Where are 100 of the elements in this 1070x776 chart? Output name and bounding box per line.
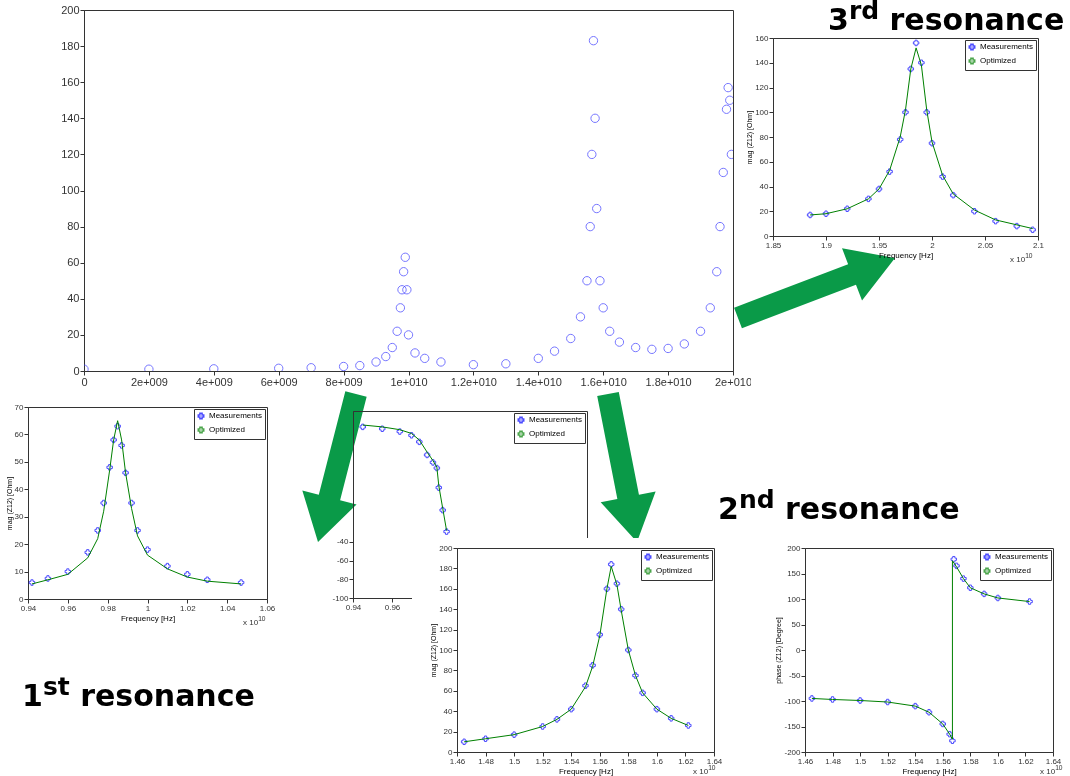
point (582, 276, 592, 286)
point (856, 697, 864, 704)
point (918, 59, 925, 66)
y-tick-label: -150 (784, 722, 802, 731)
point (928, 139, 936, 147)
y-tick-label: 40 (759, 182, 770, 191)
y-tick-label: 40 (443, 706, 454, 716)
point (705, 303, 715, 313)
y-tick-label: 120 (439, 625, 454, 635)
point (566, 333, 576, 344)
point (967, 584, 974, 592)
y-tick-label: 0 (796, 645, 802, 655)
point (439, 506, 446, 514)
point (590, 113, 600, 123)
y-tick-label: 100 (61, 184, 80, 196)
y-tick-label: 50 (791, 620, 802, 629)
x-axis-title: Frequency [Hz] (878, 250, 934, 260)
legend-label: Measurements (980, 42, 1033, 51)
x-tick-label: 2 (930, 240, 936, 250)
y-tick-label: 0 (73, 364, 80, 377)
y-tick-label: 40 (67, 292, 80, 305)
x-tick-label: 2e+009 (130, 375, 168, 388)
point (114, 422, 121, 430)
point (663, 343, 673, 354)
legend-label: Optimized (995, 566, 1032, 575)
point (94, 527, 101, 534)
point (416, 438, 423, 446)
x-tick-label: 1.52 (880, 756, 897, 766)
x-axis-title: Frequency [Hz] (120, 613, 176, 623)
y-tick-label: 0 (448, 747, 454, 757)
x-tick-label: 1.48 (825, 756, 842, 766)
point (949, 191, 957, 199)
point (950, 555, 958, 563)
point (533, 353, 543, 364)
point (613, 580, 621, 587)
y-tick-label: 120 (755, 83, 770, 92)
point (396, 428, 404, 435)
y-tick-label: -40 (336, 537, 350, 547)
y-tick-label: 60 (759, 157, 770, 167)
point (946, 730, 953, 738)
x-tick-label: 2.05 (977, 240, 994, 250)
point (118, 442, 125, 449)
point (44, 575, 52, 582)
point (460, 738, 468, 746)
point (408, 432, 415, 439)
point (395, 303, 406, 313)
chart-title: 2$^{nd}$ resonance (718, 485, 960, 526)
point (925, 708, 933, 716)
x-tick-label: 1.48 (478, 756, 495, 766)
x-tick-label: 0.94 (20, 603, 37, 613)
y-tick-label: -50 (788, 671, 802, 680)
x-axis-title: Frequency [Hz] (902, 766, 957, 776)
point (164, 562, 171, 570)
point (468, 360, 479, 370)
point (695, 326, 706, 336)
point (980, 590, 988, 598)
y-tick-label: 70 (14, 402, 25, 412)
point (381, 351, 391, 362)
point (994, 594, 1002, 602)
y-tick-label: 180 (61, 39, 80, 52)
point (1026, 598, 1033, 605)
x-tick-label: 1.6 (992, 756, 1005, 766)
point (721, 104, 732, 114)
x-tick-label: 1.62 (1018, 756, 1035, 766)
point (939, 173, 946, 180)
point (387, 342, 397, 353)
point (902, 109, 909, 116)
point (553, 716, 561, 723)
point (204, 576, 211, 584)
point (539, 723, 546, 730)
point (1013, 222, 1021, 230)
point (875, 185, 883, 193)
x-tick-label: 1.46 (797, 756, 814, 766)
x-tick-label: 1.54 (907, 756, 925, 766)
point (575, 312, 586, 322)
y-tick-label: 140 (61, 111, 80, 124)
y-tick-label: 60 (14, 429, 25, 439)
point (587, 149, 597, 160)
point (371, 357, 381, 367)
x-tick-label: 1 (145, 603, 151, 613)
x-tick-label: 1.9 (820, 240, 833, 250)
y-tick-label: 100 (439, 645, 454, 655)
y-tick-label: -200 (784, 747, 802, 757)
legend-label: Optimized (529, 429, 566, 438)
x-tick-label: 1.56 (592, 756, 609, 766)
x-tick-label: 1.85 (765, 240, 782, 250)
y-tick-label: 80 (67, 220, 80, 233)
point (971, 208, 978, 215)
point (912, 39, 920, 47)
point (435, 484, 443, 491)
point (588, 36, 599, 46)
legend-label: Measurements (656, 552, 709, 561)
point (379, 425, 386, 432)
x-tick-label: 1.54 (563, 756, 581, 766)
point (679, 339, 690, 349)
point (949, 737, 956, 745)
x-tick-label: 0.96 (384, 602, 401, 612)
y-tick-label: 60 (443, 686, 454, 696)
x-tick-label: 2e+010 (714, 375, 753, 388)
y-tick-label: 0 (19, 594, 25, 604)
